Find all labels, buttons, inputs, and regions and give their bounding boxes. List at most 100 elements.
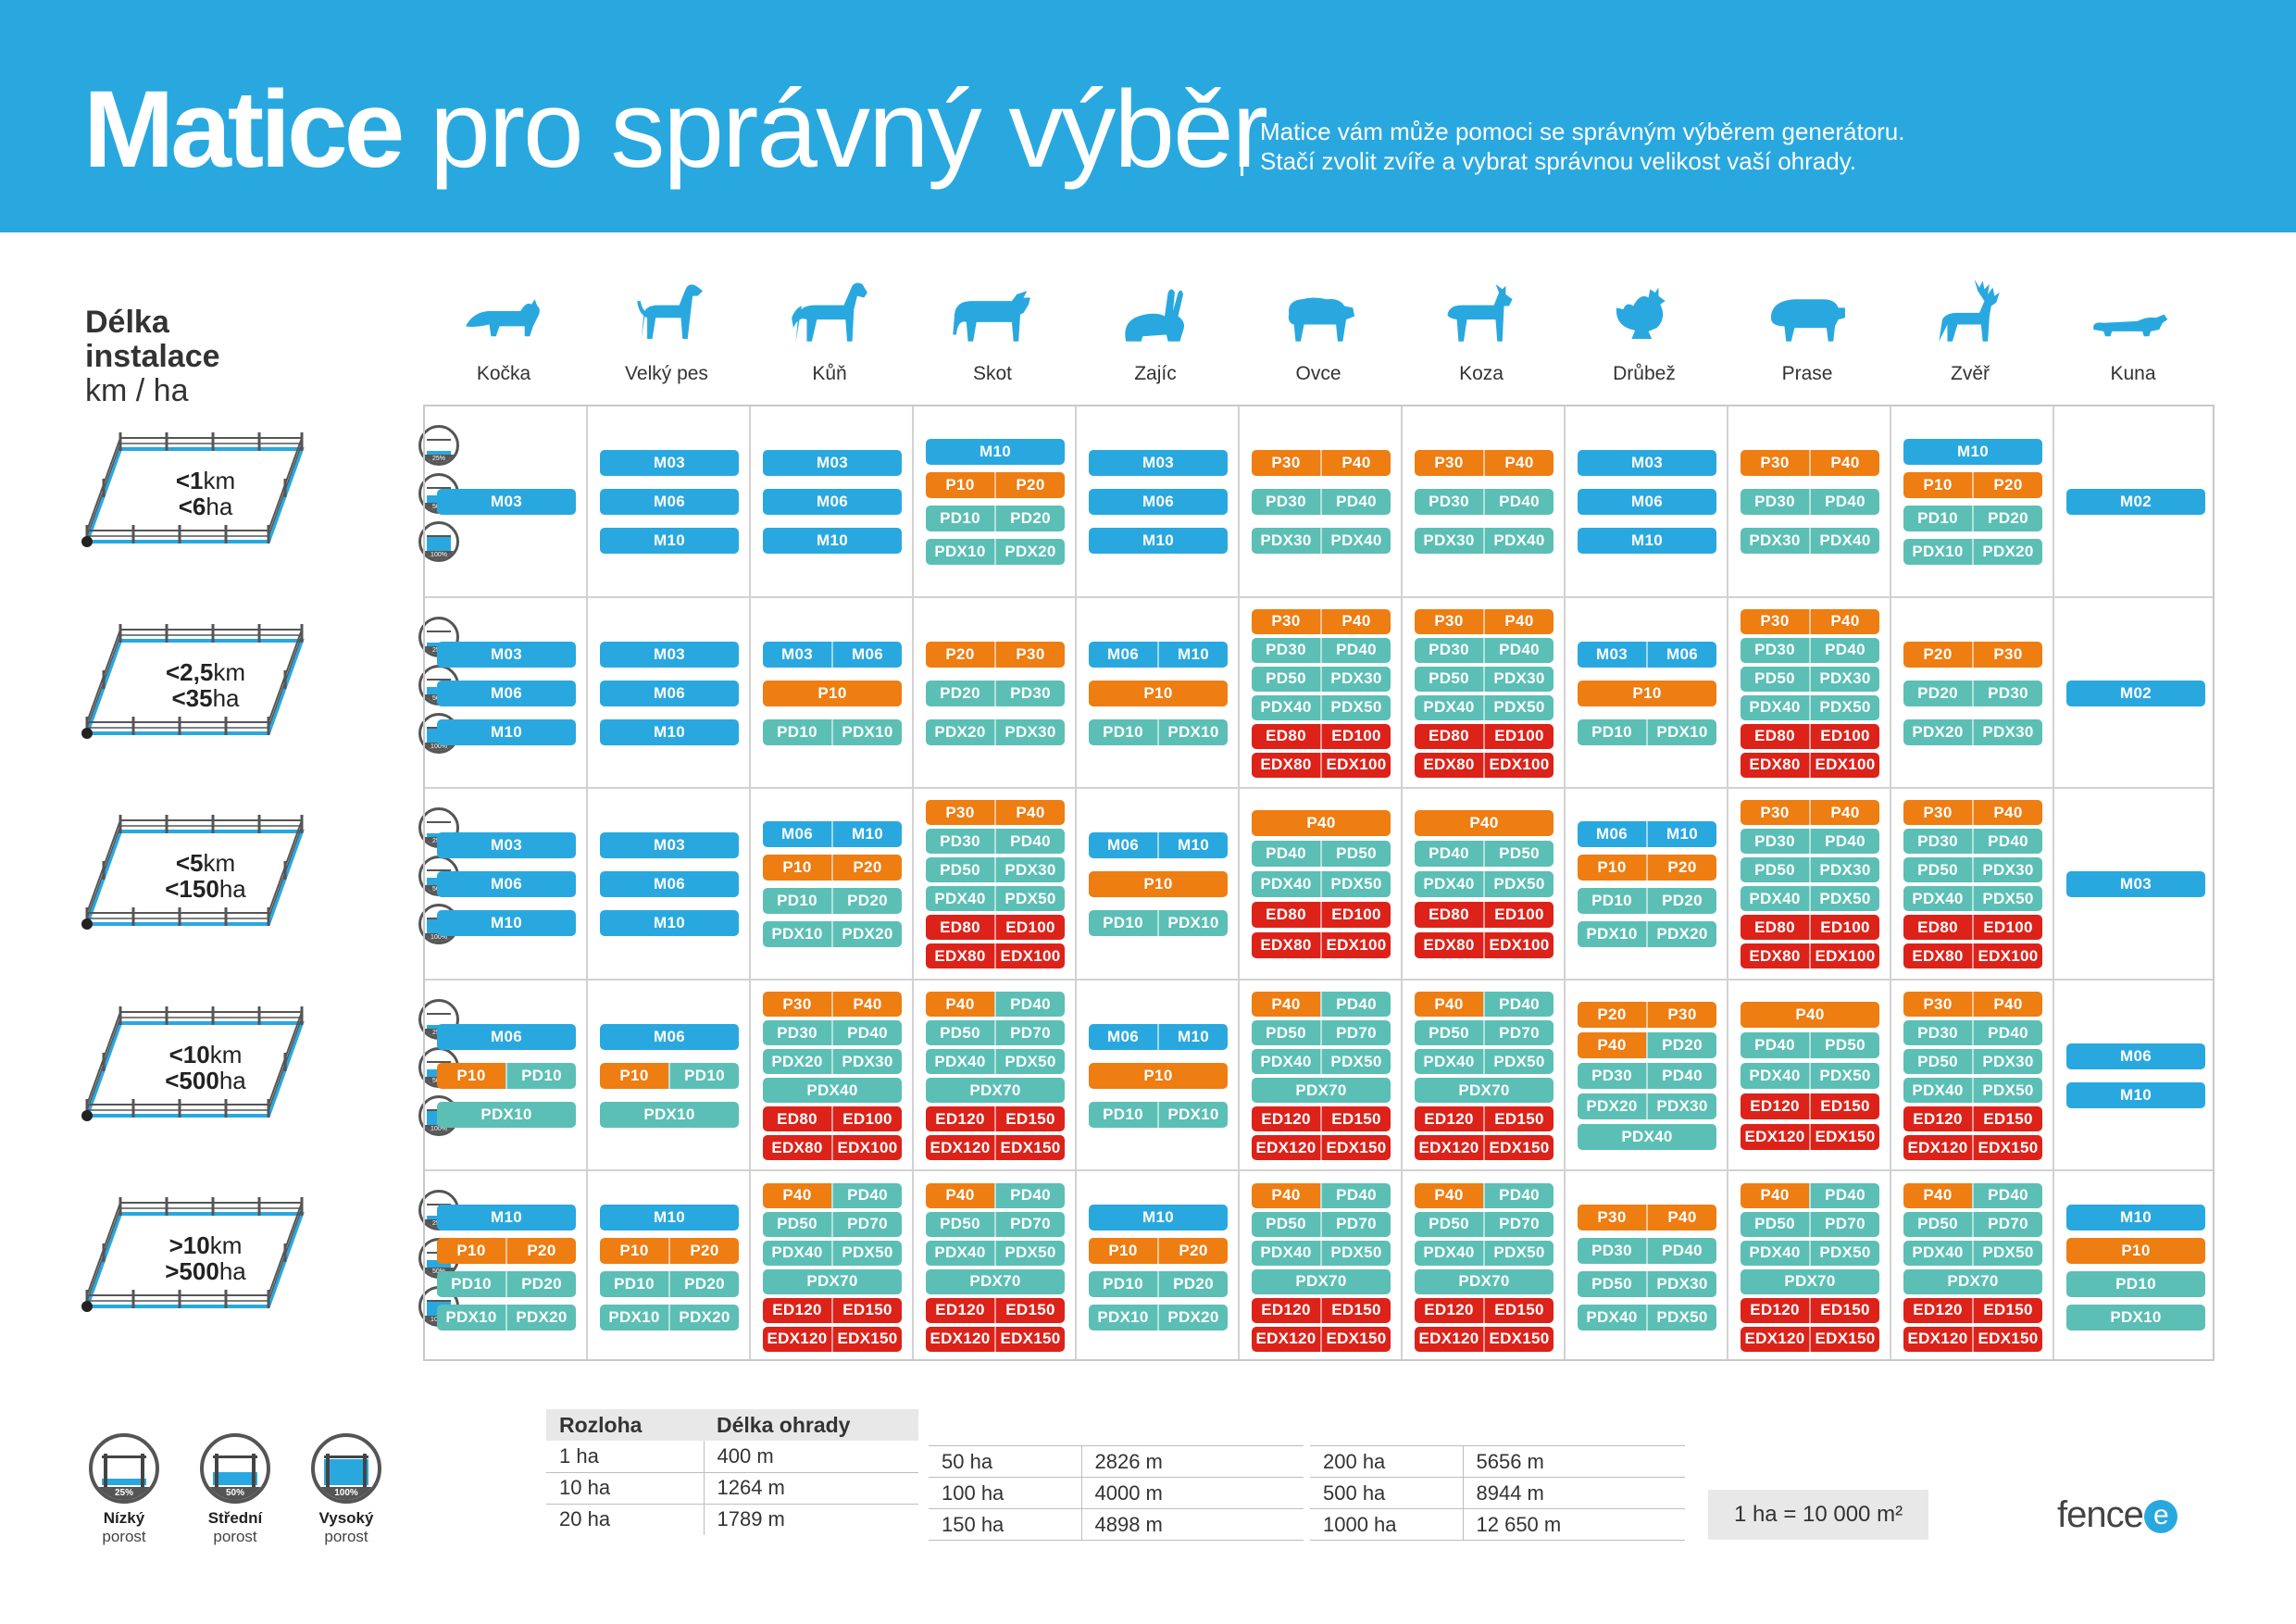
generator-pill[interactable]: M06 — [600, 489, 739, 516]
generator-pill[interactable]: ED80 ED100 — [926, 915, 1065, 941]
generator-pill[interactable]: PDX10 PDX20 — [926, 539, 1065, 566]
generator-pill[interactable]: M06 M10 — [1089, 1024, 1228, 1051]
generator-pill[interactable]: PDX40 PDX50 — [1415, 871, 1554, 898]
animal-header[interactable]: Zvěř — [1890, 259, 2051, 389]
generator-pill[interactable]: M03 — [2066, 871, 2205, 898]
generator-pill[interactable]: P40 PD40 — [1741, 1182, 1879, 1208]
generator-pill[interactable]: P10 — [1089, 1063, 1228, 1090]
generator-pill[interactable]: PDX40 — [763, 1078, 902, 1104]
generator-pill[interactable]: P40 — [1741, 1002, 1879, 1029]
generator-pill[interactable]: PDX40 PDX50 — [1741, 1063, 1879, 1090]
generator-pill[interactable]: M06 — [600, 680, 739, 706]
generator-pill[interactable]: P10 P20 — [600, 1237, 739, 1264]
generator-pill[interactable]: ED120 ED150 — [926, 1297, 1065, 1323]
generator-pill[interactable]: M03 — [1089, 450, 1228, 477]
generator-pill[interactable]: M06 — [600, 1024, 739, 1051]
generator-pill[interactable]: P10 PD10 — [600, 1063, 739, 1090]
animal-header[interactable]: Kočka — [423, 259, 584, 389]
generator-pill[interactable]: PD50 PDX30 — [1741, 857, 1879, 883]
generator-pill[interactable]: PDX40 PDX50 — [1578, 1304, 1716, 1330]
generator-pill[interactable]: P10 — [1578, 680, 1716, 706]
generator-pill[interactable]: ED120 ED150 — [1415, 1297, 1554, 1323]
generator-pill[interactable]: P10 — [763, 680, 902, 706]
generator-pill[interactable]: M06 — [600, 871, 739, 898]
generator-pill[interactable]: PD30 PD40 — [926, 829, 1065, 855]
generator-pill[interactable]: M10 — [1089, 1204, 1228, 1230]
generator-pill[interactable]: PDX40 PDX50 — [926, 1240, 1065, 1266]
generator-pill[interactable]: M06 — [437, 1024, 576, 1051]
generator-pill[interactable]: P10 P20 — [1903, 472, 2042, 499]
generator-pill[interactable]: PD30 PD40 — [1903, 1020, 2042, 1046]
generator-pill[interactable]: P20 P30 — [1903, 641, 2042, 668]
generator-pill[interactable]: PD50 PD70 — [1252, 1211, 1391, 1237]
generator-pill[interactable]: PDX70 — [1415, 1078, 1554, 1104]
generator-pill[interactable]: PDX40 PDX50 — [1252, 1240, 1391, 1266]
generator-pill[interactable]: M03 M06 — [763, 641, 902, 668]
animal-header[interactable]: Drůbež — [1564, 259, 1725, 389]
generator-pill[interactable]: EDX80 EDX100 — [1415, 932, 1554, 959]
generator-pill[interactable]: P10 P20 — [1578, 855, 1716, 881]
generator-pill[interactable]: M10 — [763, 528, 902, 555]
animal-header[interactable]: Kuna — [2053, 259, 2214, 389]
generator-pill[interactable]: PD50 PD70 — [1741, 1211, 1879, 1237]
generator-pill[interactable]: P40 PD40 — [926, 1182, 1065, 1208]
generator-pill[interactable]: PDX40 PDX50 — [1252, 694, 1391, 720]
generator-pill[interactable]: M06 — [437, 680, 576, 706]
generator-pill[interactable]: PD30 PD40 — [1415, 637, 1554, 663]
generator-pill[interactable]: M10 — [600, 910, 739, 937]
generator-pill[interactable]: PDX10 PDX20 — [763, 921, 902, 948]
generator-pill[interactable]: PD30 PD40 — [1741, 489, 1879, 516]
generator-pill[interactable]: PD30 PD40 — [1741, 637, 1879, 663]
generator-pill[interactable]: ED120 ED150 — [1903, 1297, 2042, 1323]
generator-pill[interactable]: M10 — [2066, 1082, 2205, 1109]
generator-pill[interactable]: EDX80 EDX100 — [1252, 932, 1391, 959]
generator-pill[interactable]: PD10 PDX10 — [763, 718, 902, 745]
generator-pill[interactable]: EDX80 EDX100 — [926, 943, 1065, 969]
generator-pill[interactable]: P20 P30 — [1578, 1002, 1716, 1029]
generator-pill[interactable]: P30 P40 — [1903, 992, 2042, 1018]
generator-pill[interactable]: M10 — [1089, 528, 1228, 555]
generator-pill[interactable]: ED80 ED100 — [1741, 723, 1879, 749]
generator-pill[interactable]: PDX40 PDX50 — [1252, 871, 1391, 898]
generator-pill[interactable]: ED120 ED150 — [1252, 1106, 1391, 1132]
generator-pill[interactable]: ED120 ED150 — [926, 1106, 1065, 1132]
generator-pill[interactable]: PD50 PD70 — [926, 1020, 1065, 1046]
generator-pill[interactable]: PDX40 PDX50 — [1903, 886, 2042, 912]
generator-pill[interactable]: M06 — [437, 871, 576, 898]
generator-pill[interactable]: ED80 ED100 — [1415, 902, 1554, 929]
generator-pill[interactable]: PD10 PDX10 — [1089, 910, 1228, 937]
generator-pill[interactable]: ED120 ED150 — [1903, 1106, 2042, 1132]
generator-pill[interactable]: M03 — [1578, 450, 1716, 477]
generator-pill[interactable]: ED80 ED100 — [1252, 723, 1391, 749]
generator-pill[interactable]: PD30 PD40 — [1903, 829, 2042, 855]
generator-pill[interactable]: P30 P40 — [763, 992, 902, 1018]
animal-header[interactable]: Velký pes — [586, 259, 747, 389]
generator-pill[interactable]: EDX120 EDX150 — [1741, 1124, 1879, 1151]
generator-pill[interactable]: PDX70 — [763, 1268, 902, 1294]
generator-pill[interactable]: P10 — [1089, 680, 1228, 706]
generator-pill[interactable]: PDX10 — [437, 1102, 576, 1129]
generator-pill[interactable]: PD50 PD70 — [1415, 1211, 1554, 1237]
generator-pill[interactable]: EDX120 EDX150 — [926, 1135, 1065, 1161]
generator-pill[interactable]: PD10 PDX10 — [1089, 1102, 1228, 1129]
generator-pill[interactable]: PD10 PD20 — [1903, 506, 2042, 532]
generator-pill[interactable]: PD50 PDX30 — [1741, 666, 1879, 692]
generator-pill[interactable]: PD40 PD50 — [1415, 841, 1554, 868]
generator-pill[interactable]: P40 PD40 — [763, 1182, 902, 1208]
generator-pill[interactable]: PD10 PD20 — [600, 1270, 739, 1297]
generator-pill[interactable]: P40 PD40 — [1252, 1182, 1391, 1208]
generator-pill[interactable]: P10 P20 — [1089, 1237, 1228, 1264]
generator-pill[interactable]: PD30 PD40 — [763, 1020, 902, 1046]
generator-pill[interactable]: PD30 PD40 — [1252, 489, 1391, 516]
generator-pill[interactable]: EDX120 EDX150 — [1252, 1326, 1391, 1352]
generator-pill[interactable]: M03 — [763, 450, 902, 477]
generator-pill[interactable]: M10 — [600, 1204, 739, 1230]
generator-pill[interactable]: P30 P40 — [1903, 800, 2042, 826]
generator-pill[interactable]: M06 M10 — [763, 821, 902, 848]
generator-pill[interactable]: PDX30 PDX40 — [1415, 528, 1554, 555]
generator-pill[interactable]: P30 P40 — [926, 800, 1065, 826]
generator-pill[interactable]: PDX70 — [926, 1078, 1065, 1104]
generator-pill[interactable]: M10 — [1578, 528, 1716, 555]
generator-pill[interactable]: P10 P20 — [437, 1237, 576, 1264]
generator-pill[interactable]: ED80 ED100 — [1903, 915, 2042, 941]
